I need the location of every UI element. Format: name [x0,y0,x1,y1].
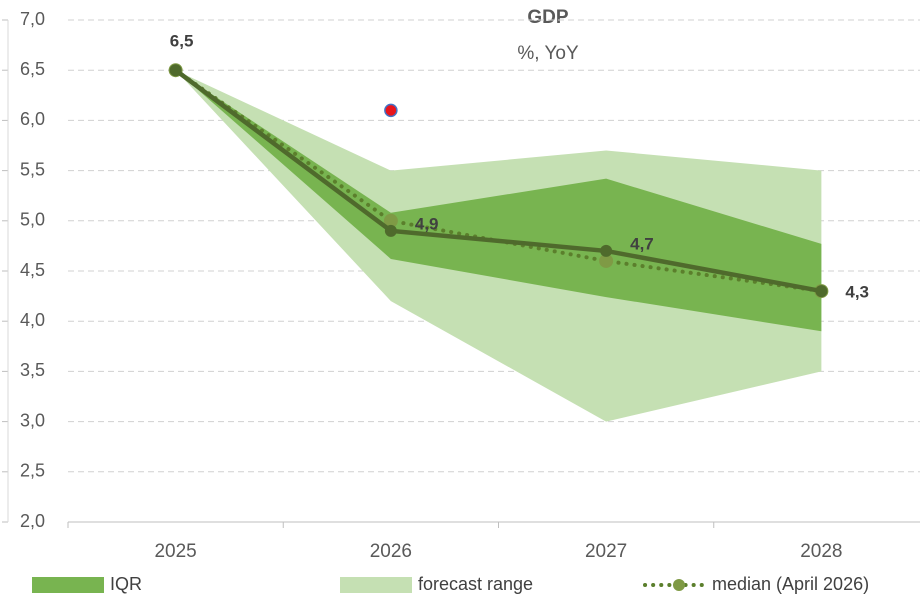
legend-label: median (April 2026) [712,574,869,594]
median-line [174,68,822,294]
median-marker [599,253,614,268]
data-label: 6,5 [170,32,194,51]
y-tick-label: 7,0 [20,9,45,29]
y-tick-label: 3,0 [20,410,45,430]
y-tick-label: 2,0 [20,511,45,531]
y-tick-label: 4,5 [20,260,45,280]
y-tick-label: 4,0 [20,310,45,330]
chart-subtitle: %, YoY [517,43,579,64]
y-tick-label: 6,5 [20,59,45,79]
median-marker [383,213,398,228]
y-tick-label: 3,5 [20,360,45,380]
median-marker [384,224,397,237]
x-tick-label: 2027 [585,541,627,562]
data-label: 4,3 [845,283,869,302]
data-label: 4,9 [415,214,439,233]
median-marker [600,244,613,257]
point-marker [384,103,398,118]
y-tick-label: 2,5 [20,461,45,481]
data-label: 4,7 [630,234,654,253]
x-tick-label: 2025 [154,541,196,562]
y-tick-label: 5,0 [20,210,45,230]
legend-swatch [340,577,412,593]
legend-label: IQR [110,574,142,594]
x-tick-label: 2028 [800,541,842,562]
chart-title: GDP [527,7,569,28]
legend: forecast range IQR median (April 2026) [32,574,869,594]
legend-label: forecast range [418,574,533,594]
y-tick-label: 6,0 [20,109,45,129]
band-area [175,70,822,332]
median-marker [815,285,828,298]
x-tick-label: 2026 [370,541,412,562]
legend-swatch [32,577,104,593]
legend-marker [673,579,685,591]
y-tick-label: 5,5 [20,159,45,179]
median-marker [169,64,182,77]
